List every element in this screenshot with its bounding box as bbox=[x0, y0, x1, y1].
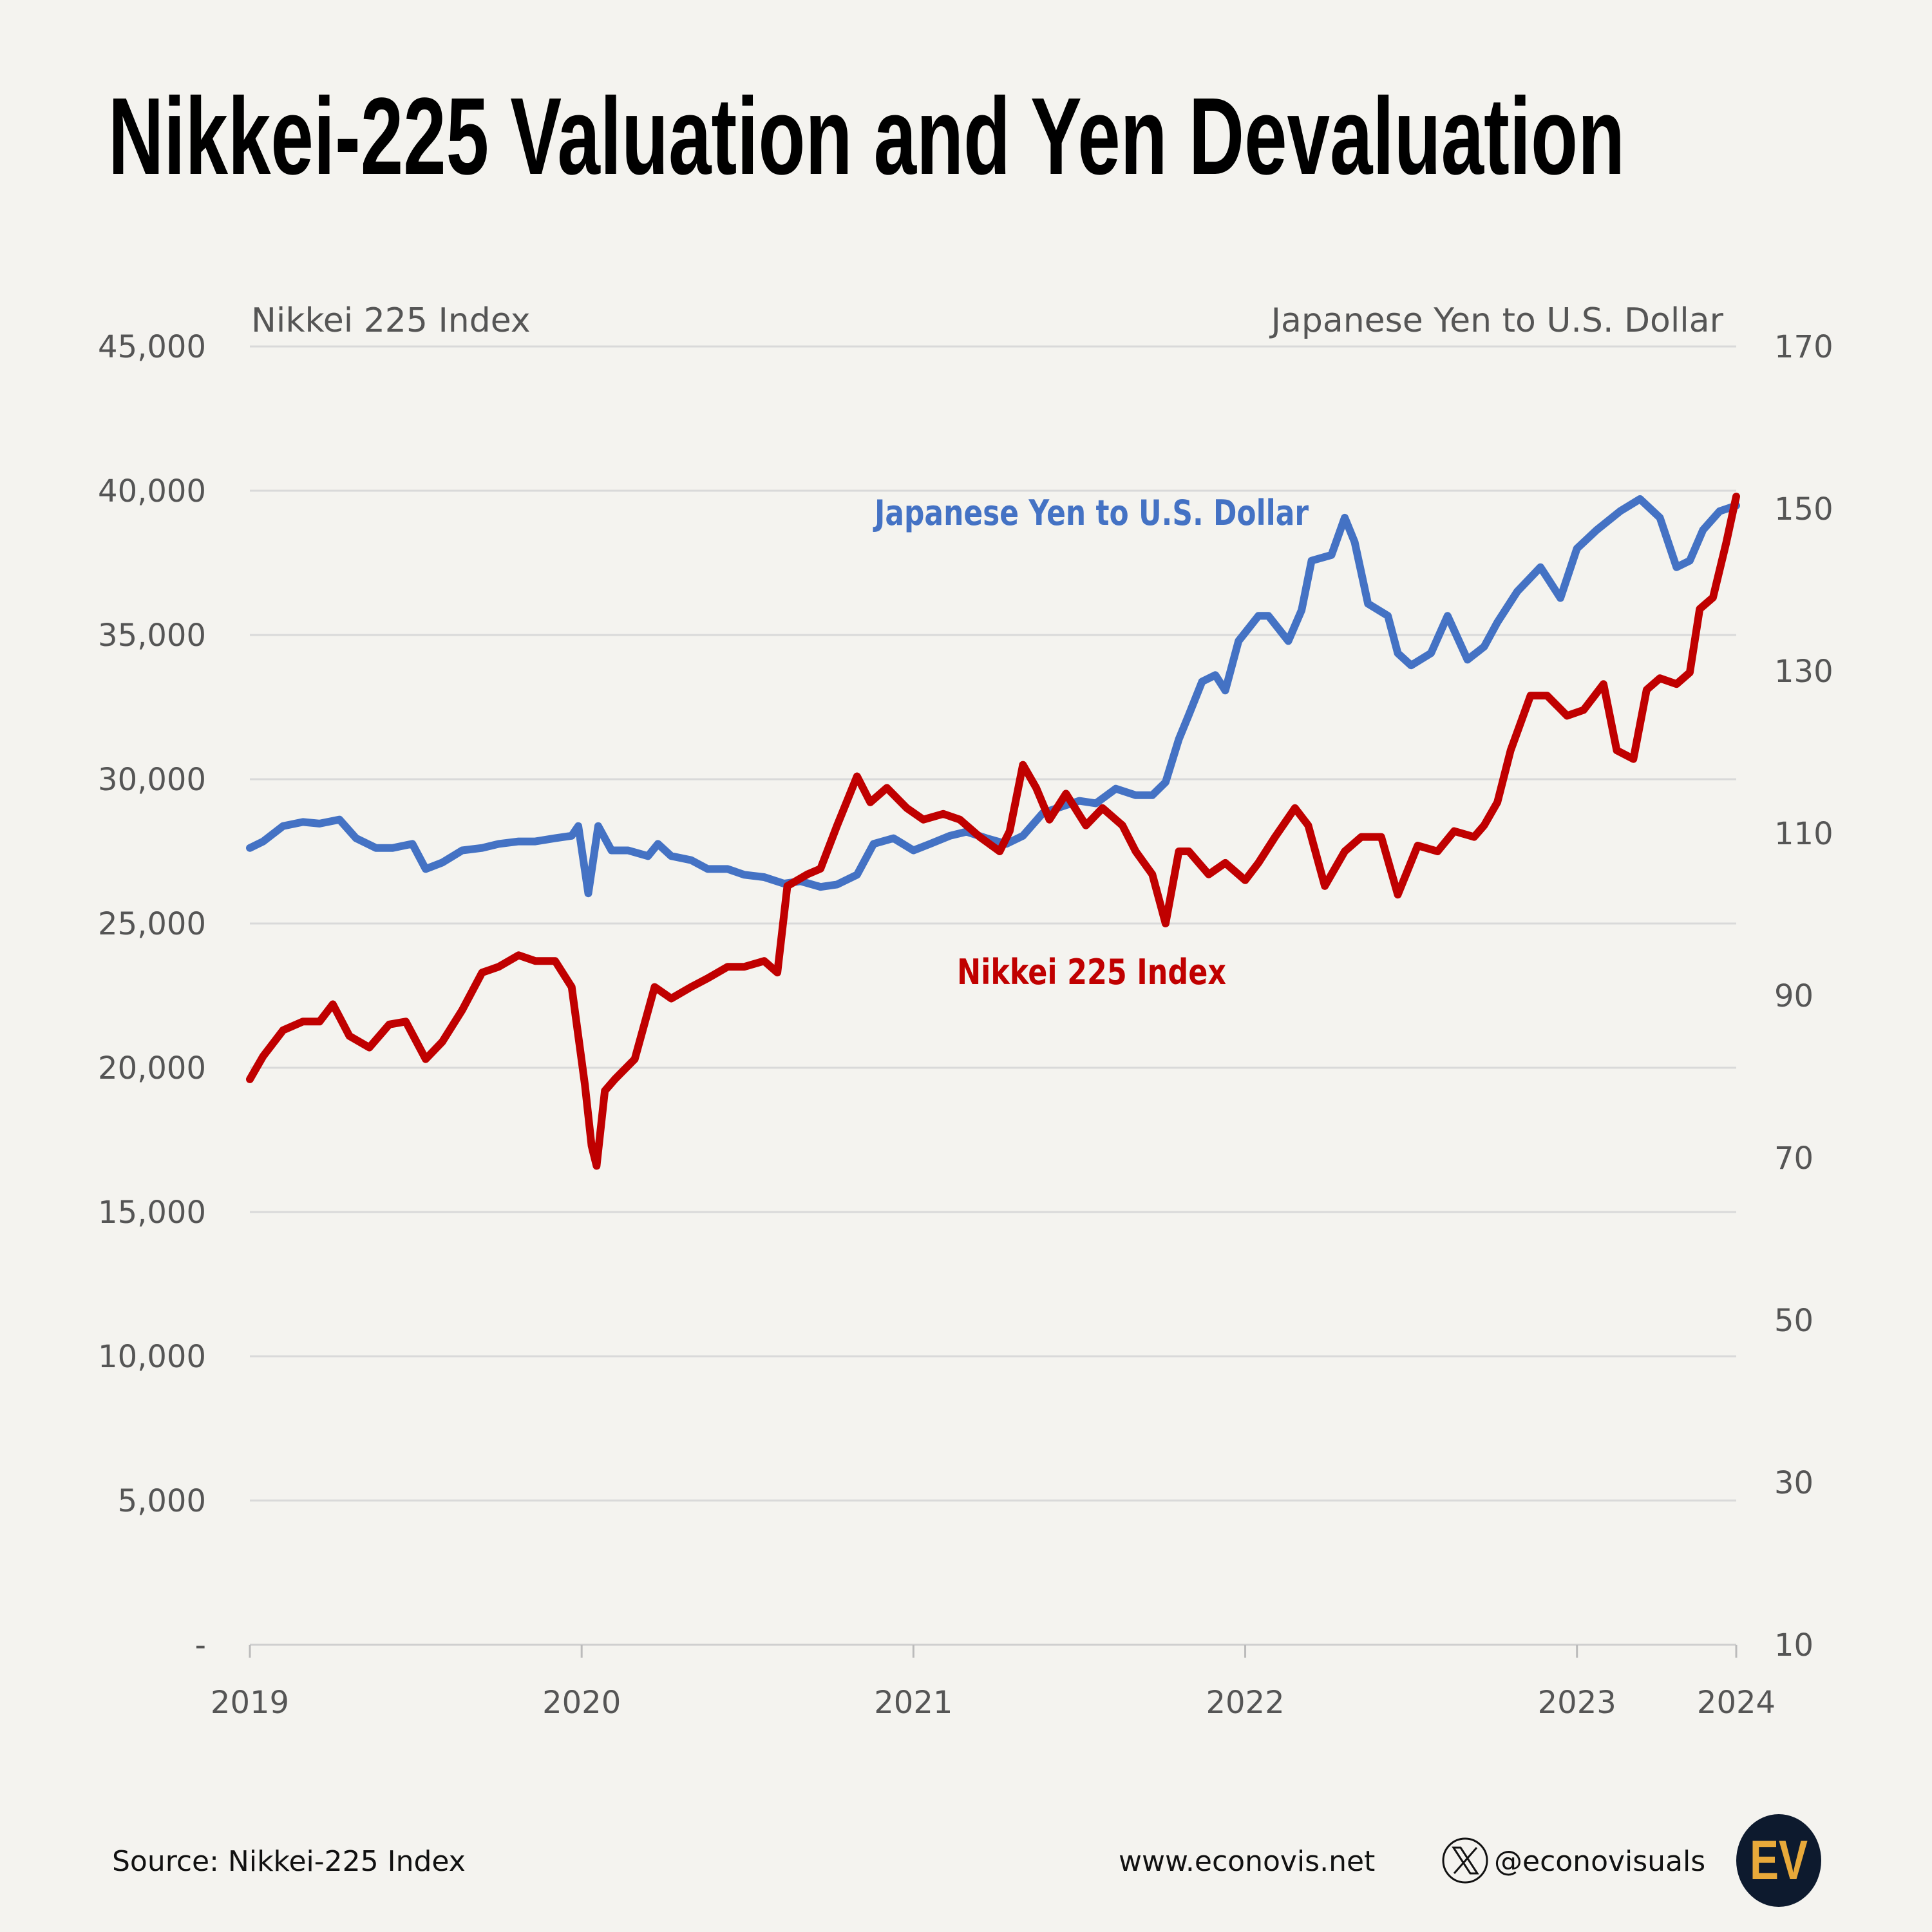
left-tick-label: 5,000 bbox=[118, 1483, 206, 1519]
right-tick-label: 150 bbox=[1774, 491, 1833, 527]
nikkei-line bbox=[246, 493, 1740, 1170]
right-tick-label: 130 bbox=[1774, 654, 1833, 690]
website-link[interactable]: www.econovis.net bbox=[1119, 1845, 1375, 1878]
right-tick-label: 10 bbox=[1774, 1627, 1814, 1663]
left-tick-label: 10,000 bbox=[98, 1339, 206, 1375]
yen-line bbox=[246, 495, 1740, 898]
left-tick-label: 25,000 bbox=[98, 906, 206, 942]
right-tick-label: 70 bbox=[1774, 1141, 1814, 1177]
right-tick-label: 30 bbox=[1774, 1465, 1814, 1501]
left-axis-title: Nikkei 225 Index bbox=[251, 301, 531, 340]
x-axis-ticks: 2019 2020 2021 2022 2023 2024 bbox=[211, 1645, 1776, 1721]
left-tick-label: 30,000 bbox=[98, 762, 206, 798]
yen-series-label: Japanese Yen to U.S. Dollar bbox=[873, 493, 1309, 533]
x-tick-label: 2019 bbox=[211, 1685, 289, 1721]
left-tick-label: 20,000 bbox=[98, 1050, 206, 1086]
svg-text:EV: EV bbox=[1750, 1830, 1808, 1891]
x-tick-label: 2023 bbox=[1538, 1685, 1616, 1721]
x-logo-icon[interactable] bbox=[1442, 1837, 1488, 1884]
right-tick-label: 110 bbox=[1774, 816, 1833, 852]
right-axis-title: Japanese Yen to U.S. Dollar bbox=[1269, 301, 1724, 340]
nikkei-series-label: Nikkei 225 Index bbox=[957, 952, 1226, 992]
chart-title: Nikkei-225 Valuation and Yen Devaluation bbox=[108, 75, 1625, 198]
right-tick-label: 90 bbox=[1774, 978, 1814, 1014]
left-tick-label: 45,000 bbox=[98, 329, 206, 365]
social-handle[interactable]: @econovisuals bbox=[1494, 1845, 1705, 1878]
series-lines bbox=[246, 493, 1740, 1170]
left-tick-label: - bbox=[195, 1627, 206, 1663]
left-axis-ticks: - 5,000 10,000 15,000 20,000 25,000 30,000 35,0… bbox=[98, 329, 206, 1663]
left-tick-label: 15,000 bbox=[98, 1195, 206, 1231]
x-tick-label: 2022 bbox=[1206, 1685, 1284, 1721]
x-tick-label: 2021 bbox=[874, 1685, 952, 1721]
left-tick-label: 40,000 bbox=[98, 473, 206, 509]
right-tick-label: 50 bbox=[1774, 1303, 1814, 1339]
left-tick-label: 35,000 bbox=[98, 618, 206, 654]
gridlines bbox=[250, 345, 1736, 1646]
right-axis-ticks: 10 30 50 70 90 110 130 150 170 bbox=[1774, 329, 1833, 1663]
x-tick-label: 2020 bbox=[542, 1685, 621, 1721]
source-note: Source: Nikkei-225 Index bbox=[112, 1845, 466, 1878]
right-tick-label: 170 bbox=[1774, 329, 1833, 365]
x-tick-label: 2024 bbox=[1697, 1685, 1776, 1721]
econovis-logo: EV bbox=[1736, 1814, 1821, 1907]
